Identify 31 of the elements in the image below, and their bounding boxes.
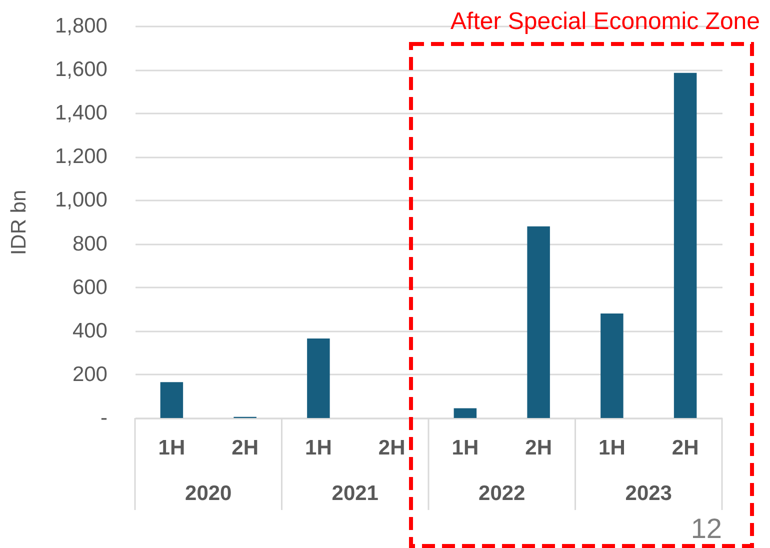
bar (454, 408, 477, 418)
text: 2022 (478, 482, 526, 505)
y-tick-label: 1,400 (54, 102, 108, 125)
text: 12 (690, 513, 722, 544)
x-tick-label: 2H (672, 436, 699, 460)
x-tick-label: 1H (158, 436, 186, 460)
y-tick-label: 400 (72, 319, 108, 342)
text: 2021 (332, 482, 379, 505)
x-tick-label: 1H (452, 436, 479, 460)
y-axis-title: IDR bn (8, 190, 30, 256)
x-tick-label: 2H (378, 436, 406, 460)
x-tick-label: 2H (232, 436, 258, 460)
y-tick-label: 1,600 (54, 58, 108, 82)
text: 2023 (625, 482, 672, 505)
y-tick-label: 600 (72, 276, 108, 299)
annotation: After Special Economic Zone (450, 8, 760, 35)
text: 2020 (185, 482, 232, 505)
bar (527, 226, 550, 418)
y-tick-label: 1,200 (54, 145, 108, 168)
bar (307, 338, 330, 418)
bar (160, 382, 184, 418)
x-tick-label: 2H (525, 436, 552, 460)
bar (674, 72, 697, 418)
x-tick-label: 1H (305, 436, 332, 460)
x-tick-label: 1H (598, 436, 626, 460)
y-tick-label: 200 (72, 362, 108, 386)
y-tick-label: 1,000 (54, 188, 108, 212)
y-tick-label: 800 (72, 232, 108, 256)
bar (600, 313, 624, 418)
y-tick-label: - (100, 406, 108, 430)
y-tick-label: 1,800 (54, 14, 108, 38)
